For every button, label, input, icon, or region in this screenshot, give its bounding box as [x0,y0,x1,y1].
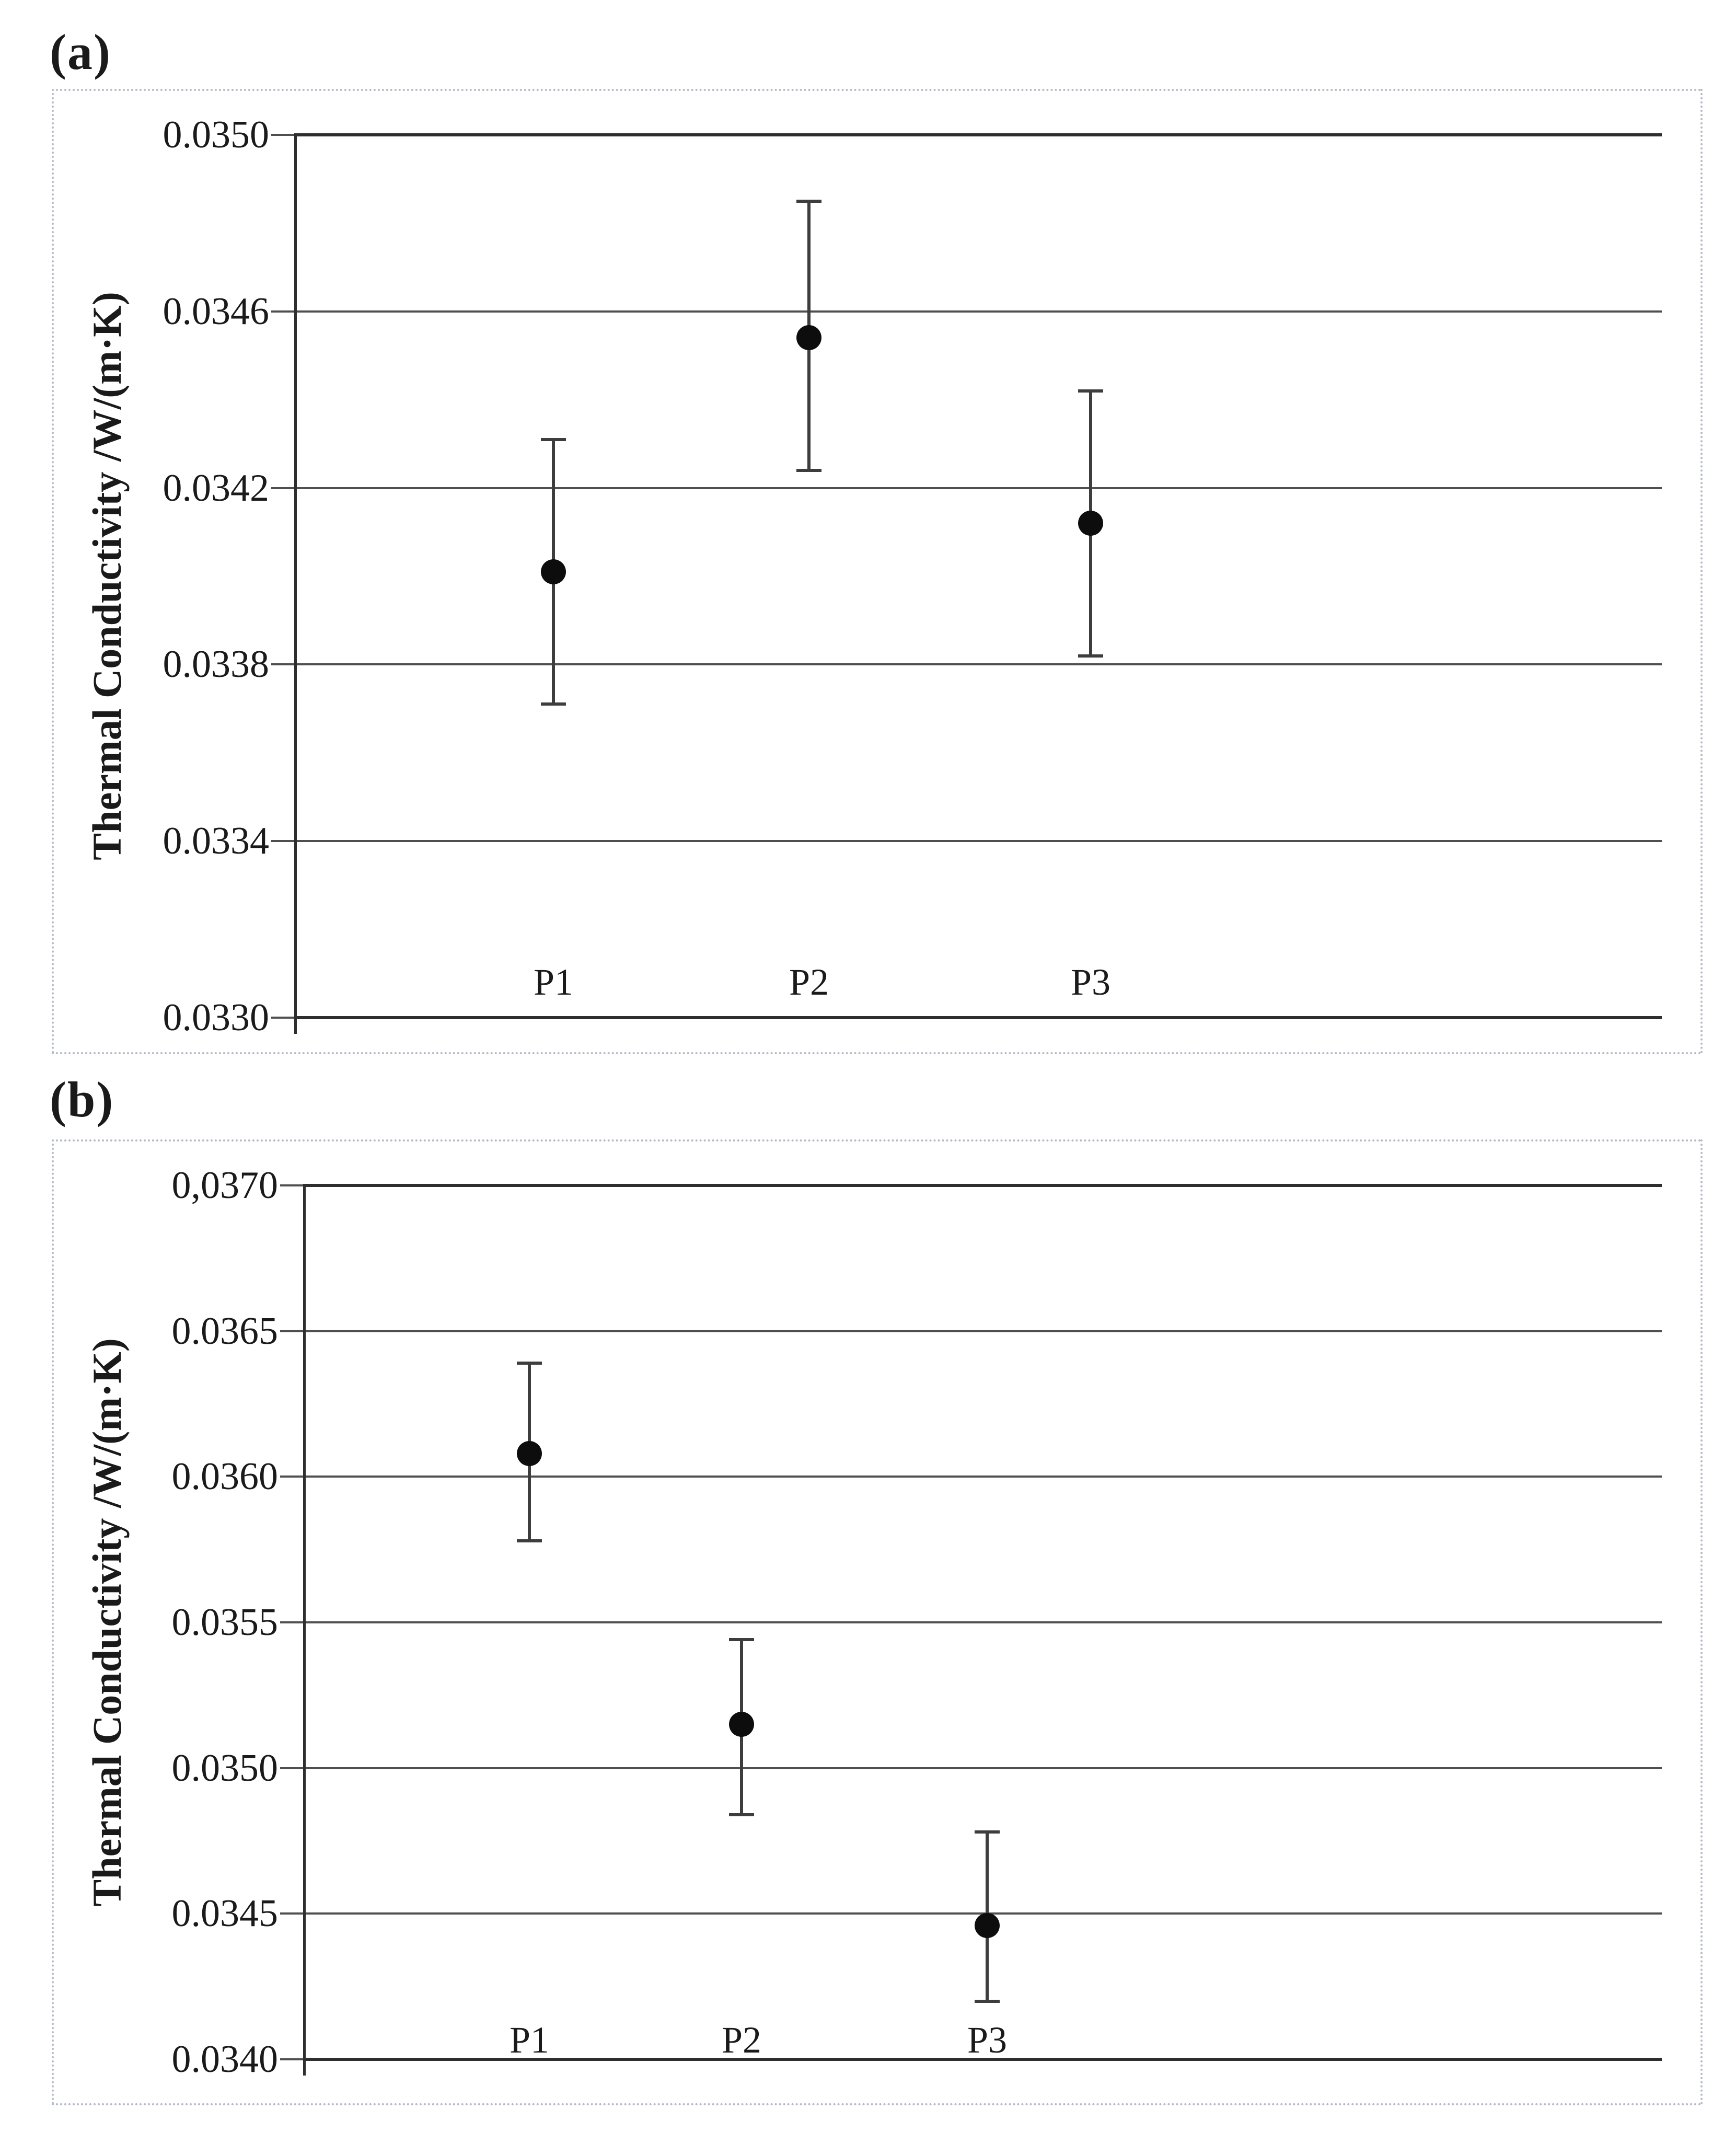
y-tick-label-b-0.0365: 0.0365 [171,1310,279,1353]
gridline-a-0.0330 [295,1016,1662,1019]
error-cap-bottom-b-P1 [517,1539,542,1542]
gridline-b-0.0350 [304,1767,1662,1769]
gridline-b-0.0355 [304,1621,1662,1623]
error-cap-top-a-P1 [541,437,566,441]
y-tick-mark-a-0.0338 [271,663,297,665]
y-tick-label-b-0.0355: 0.0355 [171,1601,279,1644]
gridline-a-0.0346 [295,310,1662,313]
y-axis-line-a [294,133,297,1034]
error-cap-top-b-P3 [975,1830,1000,1834]
y-tick-label-a-0.0346: 0.0346 [163,290,270,333]
panel-a-label: (a) [50,24,111,80]
y-tick-label-a-0.0330: 0.0330 [163,996,270,1039]
y-tick-mark-b-0,0370 [280,1184,306,1186]
error-cap-top-a-P3 [1078,389,1103,393]
error-cap-bottom-a-P3 [1078,654,1103,658]
x-category-label-b-P1: P1 [509,2019,550,2061]
y-tick-label-b-0.0360: 0.0360 [171,1455,279,1498]
y-tick-label-a-0.0350: 0.0350 [163,113,270,156]
y-tick-mark-a-0.0334 [271,840,297,842]
y-tick-label-a-0.0334: 0.0334 [163,820,270,862]
panel-b-label: (b) [50,1071,114,1127]
y-axis-line-b [303,1184,306,2076]
gridline-b-0,0370 [304,1184,1662,1187]
y-tick-mark-b-0.0345 [280,1912,306,1915]
gridline-b-0.0365 [304,1330,1662,1332]
x-category-label-b-P2: P2 [721,2019,762,2061]
y-tick-mark-b-0.0360 [280,1476,306,1478]
error-cap-bottom-a-P2 [796,468,821,472]
y-tick-mark-b-0.0350 [280,1767,306,1769]
gridline-a-0.0342 [295,487,1662,489]
data-point-a-P2 [796,325,821,351]
data-point-a-P3 [1078,511,1103,536]
error-cap-bottom-b-P2 [729,1813,754,1816]
panel-a-frame [52,89,1703,1054]
y-tick-mark-b-0.0355 [280,1621,306,1623]
gridline-a-0.0334 [295,840,1662,842]
error-cap-bottom-a-P1 [541,702,566,706]
y-tick-mark-a-0.0342 [271,487,297,489]
error-cap-top-a-P2 [796,199,821,203]
y-tick-mark-b-0.0365 [280,1330,306,1332]
x-category-label-b-P3: P3 [967,2019,1008,2061]
gridline-b-0.0340 [304,2058,1662,2061]
data-point-b-P1 [517,1440,542,1466]
x-category-label-a-P2: P2 [789,961,829,1003]
data-point-a-P1 [541,559,566,585]
y-tick-label-b-0.0340: 0.0340 [171,2038,279,2081]
data-point-b-P2 [729,1712,754,1737]
gridline-b-0.0360 [304,1476,1662,1478]
gridline-a-0.0338 [295,663,1662,665]
x-category-label-a-P1: P1 [533,961,574,1003]
error-cap-top-b-P2 [729,1638,754,1642]
gridline-a-0.0350 [295,133,1662,136]
y-tick-label-a-0.0338: 0.0338 [163,643,270,686]
error-cap-bottom-b-P3 [975,1999,1000,2003]
y-tick-label-a-0.0342: 0.0342 [163,467,270,510]
y-tick-label-b-0,0370: 0,0370 [171,1164,279,1207]
x-category-label-a-P3: P3 [1070,961,1111,1003]
y-tick-mark-b-0.0340 [280,2058,306,2060]
y-tick-label-b-0.0345: 0.0345 [171,1892,279,1935]
panel-b-frame [52,1139,1703,2105]
y-tick-mark-a-0.0350 [271,134,297,136]
y-tick-mark-a-0.0330 [271,1017,297,1019]
y-tick-mark-a-0.0346 [271,310,297,313]
error-cap-top-b-P1 [517,1361,542,1365]
y-tick-label-b-0.0350: 0.0350 [171,1747,279,1790]
data-point-b-P3 [975,1912,1000,1938]
